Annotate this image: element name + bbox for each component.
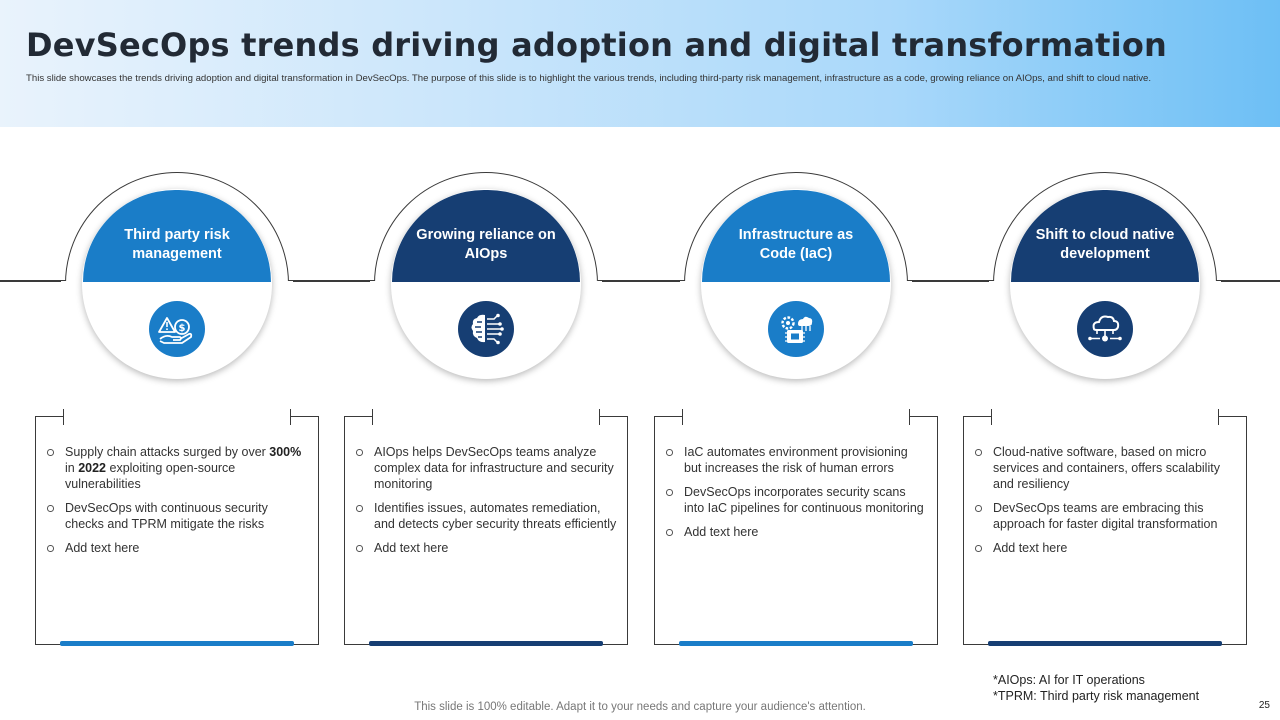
header-banner: DevSecOps trends driving adoption and di… [0, 0, 1280, 127]
bullet-item: DevSecOps teams are embracing this appro… [974, 500, 1236, 532]
bullet-item: Add text here [974, 540, 1236, 556]
bullet-item: Supply chain attacks surged by over 300%… [46, 444, 308, 492]
bullet-list: Cloud-native software, based on micro se… [974, 444, 1236, 564]
connector-line [598, 280, 685, 282]
bullet-list: Supply chain attacks surged by over 300%… [46, 444, 308, 564]
page-number: 25 [1258, 700, 1270, 711]
trend-card-cloud-native: Shift to cloud native development Cloud-… [963, 172, 1280, 652]
trend-detail-box: Supply chain attacks surged by over 300%… [35, 409, 319, 646]
accent-bar [679, 641, 913, 646]
trend-card-third-party-risk: Third party risk management $ Supply cha… [35, 172, 375, 652]
trend-detail-box: Cloud-native software, based on micro se… [963, 409, 1247, 646]
accent-bar [369, 641, 603, 646]
cloud-gear-chip-icon [768, 301, 824, 357]
bullet-item: Cloud-native software, based on micro se… [974, 444, 1236, 492]
bullet-item: Add text here [665, 524, 927, 540]
connector-line [288, 280, 376, 282]
bullet-item: DevSecOps with continuous security check… [46, 500, 308, 532]
trend-card-aiops: Growing reliance on AIOps AIOps helps De… [344, 172, 684, 652]
trend-detail-box: IaC automates environment provisioning b… [654, 409, 938, 646]
footer-text: This slide is 100% editable. Adapt it to… [414, 701, 866, 713]
footnote-aiops: *AIOps: AI for IT operations [993, 673, 1145, 687]
connector-line [1216, 280, 1280, 282]
bullet-list: IaC automates environment provisioning b… [665, 444, 927, 548]
svg-text:$: $ [179, 323, 186, 334]
cloud-network-icon [1077, 301, 1133, 357]
ai-brain-circuit-icon [458, 301, 514, 357]
accent-bar [988, 641, 1222, 646]
trend-card-iac: Infrastructure as Code (IaC) IaC automat… [654, 172, 994, 652]
page-subtitle: This slide showcases the trends driving … [26, 73, 1152, 84]
hand-warning-dollar-icon: $ [149, 301, 205, 357]
bullet-item: Identifies issues, automates remediation… [355, 500, 617, 532]
bullet-item: IaC automates environment provisioning b… [665, 444, 927, 476]
page-title: DevSecOps trends driving adoption and di… [26, 26, 1167, 64]
bullet-item: Add text here [46, 540, 308, 556]
accent-bar [60, 641, 294, 646]
trend-detail-box: AIOps helps DevSecOps teams analyze comp… [344, 409, 628, 646]
connector-line [907, 280, 994, 282]
bullet-item: DevSecOps incorporates security scans in… [665, 484, 927, 516]
bullet-item: AIOps helps DevSecOps teams analyze comp… [355, 444, 617, 492]
bullet-list: AIOps helps DevSecOps teams analyze comp… [355, 444, 617, 564]
bullet-item: Add text here [355, 540, 617, 556]
connector-line [0, 280, 66, 282]
footnote-tprm: *TPRM: Third party risk management [993, 689, 1200, 703]
footnotes: *AIOps: AI for IT operations *TPRM: Thir… [993, 672, 1273, 704]
